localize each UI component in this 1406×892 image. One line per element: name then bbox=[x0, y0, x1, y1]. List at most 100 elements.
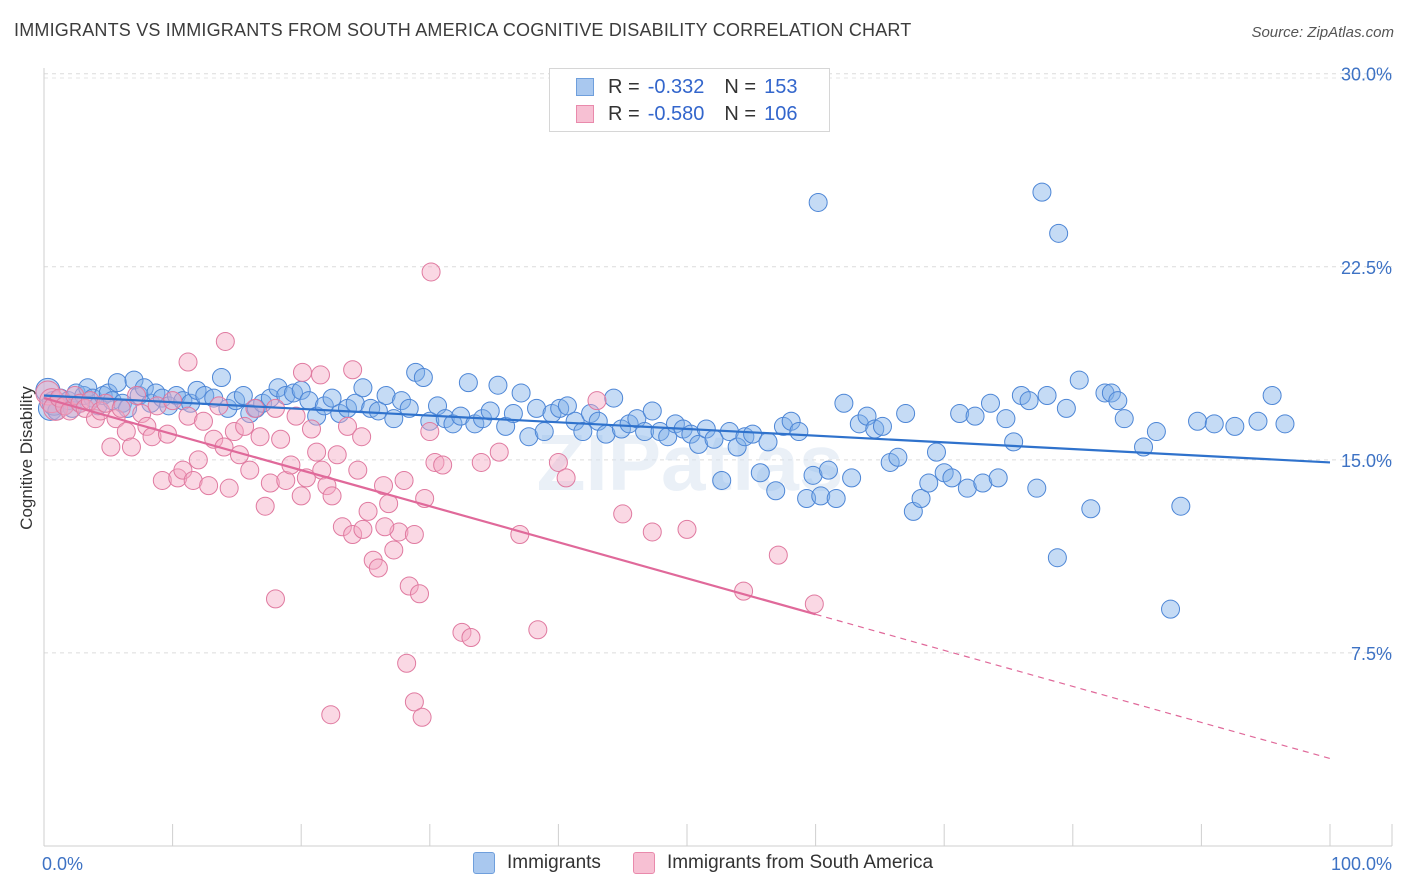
south-america-point bbox=[343, 360, 363, 380]
south-america-point bbox=[642, 522, 662, 542]
series-legend-label: Immigrants bbox=[506, 852, 601, 873]
legend-row-immigrants: R = -0.332 N = 153 bbox=[550, 74, 797, 100]
immigrants-point bbox=[1101, 383, 1121, 403]
immigrants-point bbox=[789, 422, 809, 442]
series-swatch-immigrants bbox=[472, 852, 495, 874]
south-america-point bbox=[255, 496, 275, 516]
immigrants-point bbox=[750, 463, 770, 483]
south-america-point bbox=[183, 470, 203, 490]
south-america-point bbox=[219, 478, 239, 498]
south-america-point bbox=[332, 517, 352, 537]
south-america-point bbox=[397, 653, 417, 673]
south-america-point bbox=[348, 460, 368, 480]
y-tick-label: 30.0% bbox=[1341, 65, 1392, 85]
immigrants-point bbox=[1161, 599, 1181, 619]
immigrants-point bbox=[973, 473, 993, 493]
immigrants-point bbox=[557, 396, 577, 416]
south-america-point bbox=[613, 504, 633, 524]
immigrants-point bbox=[712, 470, 732, 490]
immigrants-point bbox=[458, 373, 478, 393]
south-america-point bbox=[152, 470, 172, 490]
south-america-point bbox=[35, 380, 61, 406]
immigrants-point bbox=[413, 367, 433, 387]
immigrants-point bbox=[173, 391, 193, 411]
south-america-point bbox=[410, 584, 430, 604]
immigrants-point bbox=[233, 386, 253, 406]
south-america-point bbox=[310, 365, 330, 385]
correlation-legend: R = -0.332 N = 153 R = -0.580 N = 106 bbox=[549, 68, 830, 132]
series-legend-south-america[interactable]: Immigrants from South America bbox=[632, 852, 934, 874]
south-america-point bbox=[101, 437, 121, 457]
south-america-point bbox=[321, 705, 341, 725]
immigrants-point bbox=[888, 447, 908, 467]
immigrants-point bbox=[124, 370, 144, 390]
immigrants-point bbox=[834, 393, 854, 413]
south-america-point bbox=[353, 519, 373, 539]
south-america-point bbox=[510, 525, 530, 545]
south-america-point bbox=[556, 468, 576, 488]
south-america-point bbox=[368, 558, 388, 578]
south-america-point bbox=[188, 450, 208, 470]
legend-n-label: N = bbox=[724, 102, 757, 125]
immigrants-point bbox=[818, 460, 838, 480]
south-america-point bbox=[163, 391, 183, 411]
immigrants-point bbox=[996, 409, 1016, 429]
south-america-point bbox=[394, 470, 414, 490]
south-america-point bbox=[322, 486, 342, 506]
series-legend-immigrants[interactable]: Immigrants bbox=[472, 852, 601, 874]
south-america-point bbox=[173, 460, 193, 480]
south-america-point bbox=[734, 581, 754, 601]
south-america-point bbox=[452, 622, 472, 642]
immigrants-point bbox=[1275, 414, 1295, 434]
legend-n-label: N = bbox=[724, 75, 757, 98]
south-america-point bbox=[301, 419, 321, 439]
south-america-point bbox=[178, 352, 198, 372]
immigrants-point bbox=[511, 383, 531, 403]
immigrants-point bbox=[211, 367, 231, 387]
immigrants-point bbox=[689, 434, 709, 454]
legend-n-value: 153 bbox=[764, 75, 798, 98]
south-america-point bbox=[291, 486, 311, 506]
south-america-point bbox=[265, 589, 285, 609]
south-america-point bbox=[404, 525, 424, 545]
tick-label-layer: 7.5% 15.0% 22.5% 30.0% 0.0% 100.0% bbox=[42, 65, 1392, 874]
immigrants-point bbox=[93, 386, 113, 406]
south-america-point bbox=[260, 473, 280, 493]
south-america-point bbox=[768, 545, 788, 565]
series-legend-label: Immigrants from South America bbox=[666, 852, 934, 873]
south-america-point bbox=[80, 391, 100, 411]
immigrants-point bbox=[727, 437, 747, 457]
immigrants-point bbox=[1171, 496, 1191, 516]
south-america-point bbox=[404, 692, 424, 712]
immigrants-point bbox=[322, 388, 342, 408]
immigrants-point bbox=[957, 478, 977, 498]
south-america-point bbox=[111, 398, 131, 418]
immigrants-point bbox=[965, 406, 985, 426]
south-america-point bbox=[461, 627, 481, 647]
south-america-point bbox=[804, 594, 824, 614]
south-america-point bbox=[587, 391, 607, 411]
immigrants-point bbox=[399, 398, 419, 418]
immigrants-point bbox=[797, 488, 817, 508]
immigrants-point bbox=[849, 414, 869, 434]
south-america-point bbox=[677, 519, 697, 539]
immigrants-point bbox=[1056, 398, 1076, 418]
immigrants-point bbox=[911, 488, 931, 508]
immigrants-point bbox=[240, 404, 260, 424]
south-america-point bbox=[358, 501, 378, 521]
x-tick-label-max: 100.0% bbox=[1331, 854, 1392, 874]
immigrants-point bbox=[950, 404, 970, 424]
immigrants-point bbox=[268, 378, 288, 398]
chart-title: IMMIGRANTS VS IMMIGRANTS FROM SOUTH AMER… bbox=[14, 20, 912, 40]
trend-layer bbox=[43, 394, 1331, 760]
immigrants-point bbox=[353, 378, 373, 398]
immigrants-trend-line bbox=[43, 394, 1331, 464]
series-swatch-south-america bbox=[632, 852, 655, 874]
legend-r-value: -0.332 bbox=[647, 75, 705, 98]
immigrants-point bbox=[872, 416, 892, 436]
immigrants-point bbox=[1019, 391, 1039, 411]
immigrants-point bbox=[808, 192, 828, 212]
south-america-point bbox=[121, 437, 141, 457]
immigrants-point bbox=[565, 411, 585, 431]
y-tick-label: 7.5% bbox=[1351, 644, 1392, 664]
